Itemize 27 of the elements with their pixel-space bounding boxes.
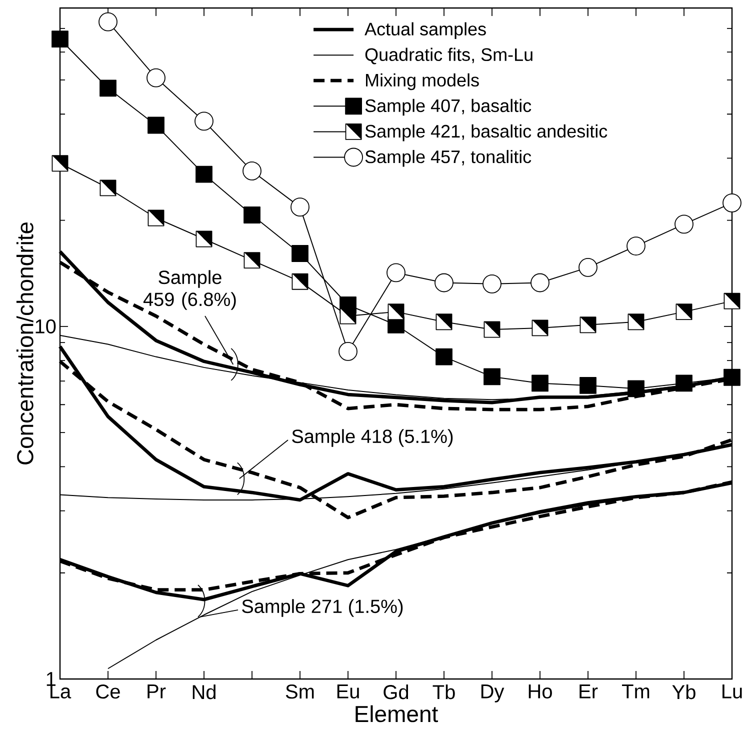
x-tick-label: Er (580, 684, 598, 698)
x-tick-label: Lu (722, 684, 742, 698)
x-tick-label: Yb (672, 684, 696, 700)
annotation: Sample 459 (6.8%) (143, 270, 236, 310)
x-tick-label: Eu (337, 684, 359, 698)
x-tick-label: Ce (96, 684, 120, 699)
x-tick-label: Ho (528, 684, 552, 698)
y-tick-label: 1 (46, 672, 56, 686)
x-tick-label: Gd (384, 684, 408, 700)
legend-label: Sample 421, basaltic andesitic (365, 124, 608, 142)
x-tick-label: Sm (286, 684, 314, 699)
annotation: Sample 271 (1.5%) (242, 599, 403, 617)
x-tick-label: Tm (622, 684, 650, 698)
x-tick-label: La (50, 684, 72, 698)
legend-label: Sample 407, basaltic (365, 98, 532, 116)
x-tick-label: Dy (481, 684, 504, 702)
x-axis-title: Element (356, 705, 438, 722)
legend-label: Quadratic fits, Sm-Lu (365, 48, 532, 64)
y-tick-label: 10 (36, 319, 56, 334)
legend-label: Actual samples (364, 22, 486, 40)
legend-label: Mixing models (366, 73, 479, 90)
y-axis-title: Concentration/chondrite (16, 222, 34, 464)
legend-label: Sample 457, tonalitic (365, 150, 532, 167)
x-tick-label: Tb (432, 684, 455, 700)
x-tick-label: Nd (192, 684, 216, 700)
annotation: Sample 418 (5.1%) (292, 429, 453, 447)
x-tick-label: Pr (148, 684, 166, 698)
